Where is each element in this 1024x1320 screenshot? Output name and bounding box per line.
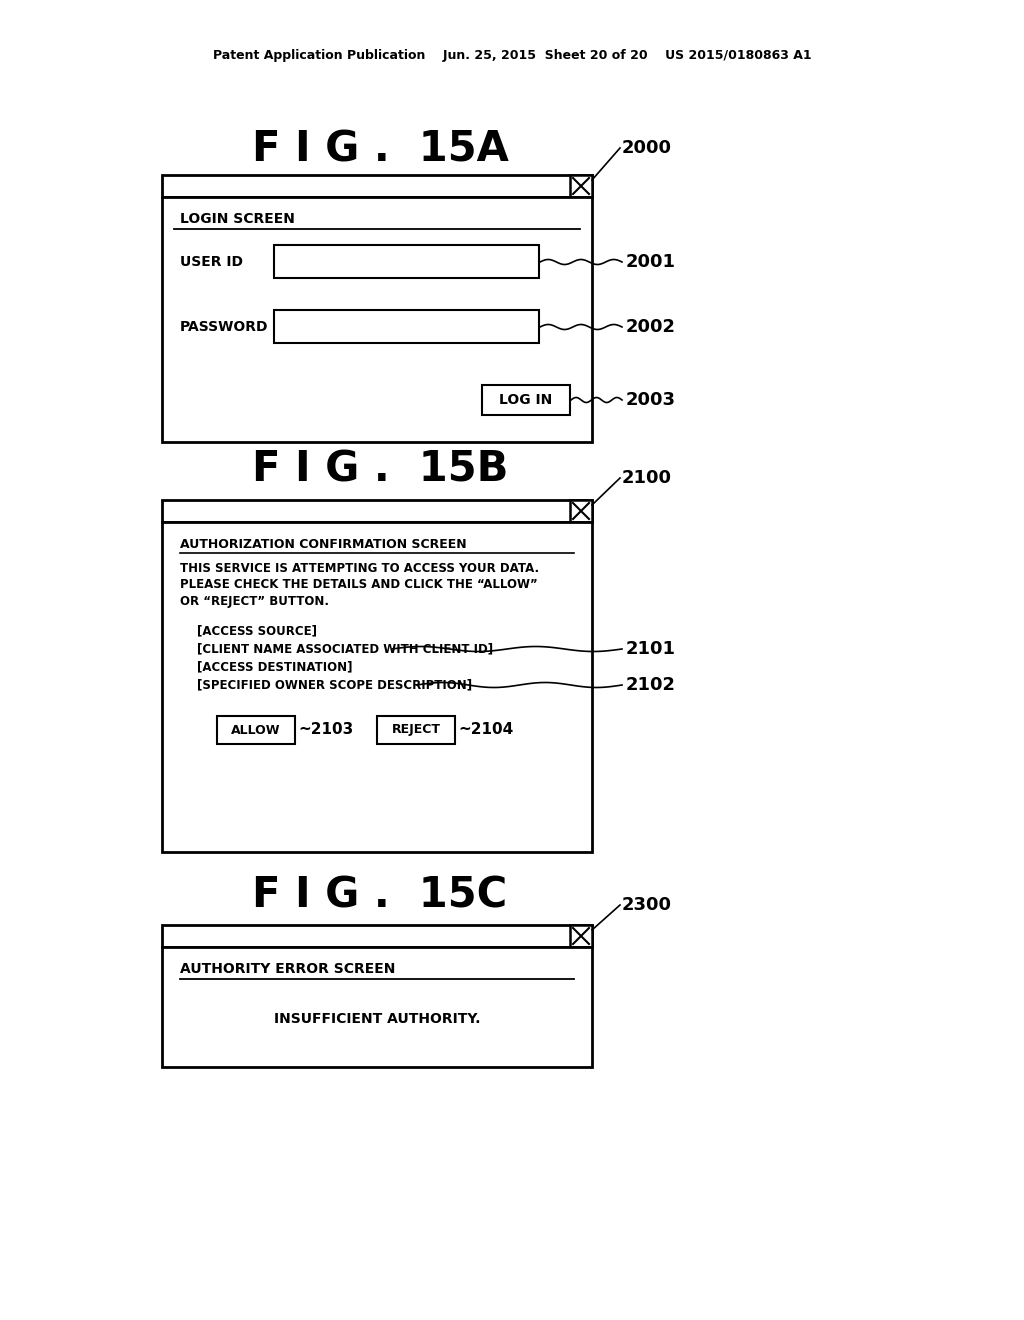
Bar bbox=[377, 715, 455, 744]
Text: 2002: 2002 bbox=[626, 318, 676, 337]
Text: 2003: 2003 bbox=[626, 391, 676, 409]
Bar bbox=[570, 176, 592, 197]
Bar bbox=[274, 310, 539, 343]
Text: [CLIENT NAME ASSOCIATED WITH CLIENT ID]: [CLIENT NAME ASSOCIATED WITH CLIENT ID] bbox=[197, 643, 494, 656]
Text: PLEASE CHECK THE DETAILS AND CLICK THE “ALLOW”: PLEASE CHECK THE DETAILS AND CLICK THE “… bbox=[180, 578, 538, 591]
Text: [ACCESS DESTINATION]: [ACCESS DESTINATION] bbox=[197, 660, 352, 673]
Text: REJECT: REJECT bbox=[391, 723, 440, 737]
Text: F I G .  15B: F I G . 15B bbox=[252, 449, 508, 491]
Text: Patent Application Publication    Jun. 25, 2015  Sheet 20 of 20    US 2015/01808: Patent Application Publication Jun. 25, … bbox=[213, 49, 811, 62]
Text: AUTHORIZATION CONFIRMATION SCREEN: AUTHORIZATION CONFIRMATION SCREEN bbox=[180, 537, 467, 550]
Text: 2100: 2100 bbox=[622, 469, 672, 487]
Text: 2000: 2000 bbox=[622, 139, 672, 157]
Text: 2101: 2101 bbox=[626, 640, 676, 657]
Text: F I G .  15C: F I G . 15C bbox=[252, 874, 508, 916]
Text: LOGIN SCREEN: LOGIN SCREEN bbox=[180, 213, 295, 226]
Bar bbox=[162, 521, 592, 851]
Bar bbox=[570, 500, 592, 521]
Bar bbox=[162, 500, 592, 521]
Bar bbox=[162, 925, 592, 946]
Text: AUTHORITY ERROR SCREEN: AUTHORITY ERROR SCREEN bbox=[180, 962, 395, 975]
Bar bbox=[570, 925, 592, 946]
Text: 2300: 2300 bbox=[622, 896, 672, 913]
Text: ~2103: ~2103 bbox=[298, 722, 353, 738]
Bar bbox=[217, 715, 295, 744]
Text: OR “REJECT” BUTTON.: OR “REJECT” BUTTON. bbox=[180, 594, 329, 607]
Text: 2102: 2102 bbox=[626, 676, 676, 694]
Text: PASSWORD: PASSWORD bbox=[180, 319, 268, 334]
Bar bbox=[274, 246, 539, 279]
Text: [ACCESS SOURCE]: [ACCESS SOURCE] bbox=[197, 624, 317, 638]
Text: [SPECIFIED OWNER SCOPE DESCRIPTION]: [SPECIFIED OWNER SCOPE DESCRIPTION] bbox=[197, 678, 472, 692]
Bar bbox=[162, 176, 592, 197]
Text: USER ID: USER ID bbox=[180, 255, 243, 269]
Text: 2001: 2001 bbox=[626, 253, 676, 271]
Bar bbox=[162, 946, 592, 1067]
Text: ~2104: ~2104 bbox=[458, 722, 513, 738]
Bar bbox=[482, 385, 570, 414]
Bar bbox=[162, 197, 592, 442]
Text: LOG IN: LOG IN bbox=[500, 393, 553, 407]
Text: ALLOW: ALLOW bbox=[231, 723, 281, 737]
Text: INSUFFICIENT AUTHORITY.: INSUFFICIENT AUTHORITY. bbox=[273, 1012, 480, 1026]
Text: THIS SERVICE IS ATTEMPTING TO ACCESS YOUR DATA.: THIS SERVICE IS ATTEMPTING TO ACCESS YOU… bbox=[180, 562, 539, 576]
Text: F I G .  15A: F I G . 15A bbox=[252, 129, 509, 172]
